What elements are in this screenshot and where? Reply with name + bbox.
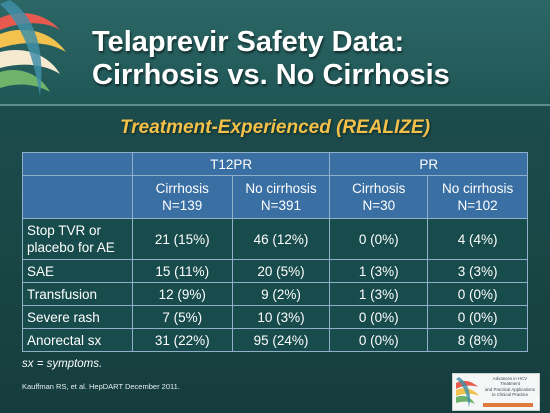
slide-subtitle: Treatment-Experienced (REALIZE) [119, 117, 431, 138]
table-cell: 0 (0%) [329, 305, 429, 329]
column-header: No cirrhosis N=391 [231, 175, 331, 219]
table-row: Stop TVR or placebo for AE 21 (15%) 46 (1… [22, 218, 528, 260]
table-cell: 7 (5%) [131, 305, 233, 329]
footnote: sx = symptoms. [22, 358, 103, 370]
table-cell: 1 (3%) [329, 259, 429, 283]
group-header-pr: PR [329, 152, 528, 176]
header-corner [22, 152, 133, 176]
row-label: Transfusion [22, 282, 133, 306]
swirl-logo-icon [0, 0, 66, 96]
table-cell: 21 (15%) [131, 218, 233, 260]
program-badge: Advances in HCV Treatment and Practical … [452, 373, 540, 411]
table-cell: 20 (5%) [231, 259, 331, 283]
table-cell: 3 (3%) [427, 259, 528, 283]
table-cell: 12 (9%) [131, 282, 233, 306]
table-cell: 31 (22%) [131, 328, 233, 352]
table-cell: 10 (3%) [231, 305, 331, 329]
title-line-1: Telaprevir Safety Data: [92, 26, 405, 58]
table-cell: 8 (8%) [427, 328, 528, 352]
column-header: Cirrhosis N=139 [131, 175, 233, 219]
header-corner [22, 175, 133, 219]
badge-strip [483, 403, 533, 407]
citation: Kauffman RS, et al. HepDART December 201… [22, 382, 180, 391]
column-header: No cirrhosis N=102 [427, 175, 528, 219]
table-row: SAE 15 (11%) 20 (5%) 1 (3%) 3 (3%) [22, 259, 528, 283]
title-band [0, 0, 550, 106]
table-cell: 4 (4%) [427, 218, 528, 260]
column-header-row: Cirrhosis N=139 No cirrhosis N=391 Cirrhos… [22, 175, 528, 219]
row-label: Severe rash [22, 305, 133, 329]
badge-swirl-icon [456, 377, 479, 407]
column-header: Cirrhosis N=30 [329, 175, 429, 219]
table-cell: 95 (24%) [231, 328, 331, 352]
table-row: Severe rash 7 (5%) 10 (3%) 0 (0%) 0 (0%) [22, 305, 528, 329]
table-cell: 0 (0%) [427, 282, 528, 306]
row-label: SAE [22, 259, 133, 283]
row-label: Stop TVR or placebo for AE [22, 218, 133, 260]
table-cell: 46 (12%) [231, 218, 331, 260]
group-header-row: T12PR PR [22, 152, 528, 176]
badge-text: Advances in HCV Treatment and Practical … [484, 376, 536, 398]
table-row: Anorectal sx 31 (22%) 95 (24%) 0 (0%) 8 … [22, 328, 528, 352]
title-line-2: Cirrhosis vs. No Cirrhosis [92, 59, 450, 91]
table-cell: 15 (11%) [131, 259, 233, 283]
table-cell: 0 (0%) [329, 328, 429, 352]
table-row: Transfusion 12 (9%) 9 (2%) 1 (3%) 0 (0%) [22, 282, 528, 306]
table-cell: 0 (0%) [427, 305, 528, 329]
slide-title: Telaprevir Safety Data: Cirrhosis vs. No… [92, 26, 532, 92]
page-number: 16 [532, 397, 540, 404]
safety-table: T12PR PR Cirrhosis N=139 No cirrhosis N=39… [22, 152, 528, 352]
table-cell: 9 (2%) [231, 282, 331, 306]
group-header-t12pr: T12PR [131, 152, 331, 176]
table-cell: 0 (0%) [329, 218, 429, 260]
row-label: Anorectal sx [22, 328, 133, 352]
table-cell: 1 (3%) [329, 282, 429, 306]
